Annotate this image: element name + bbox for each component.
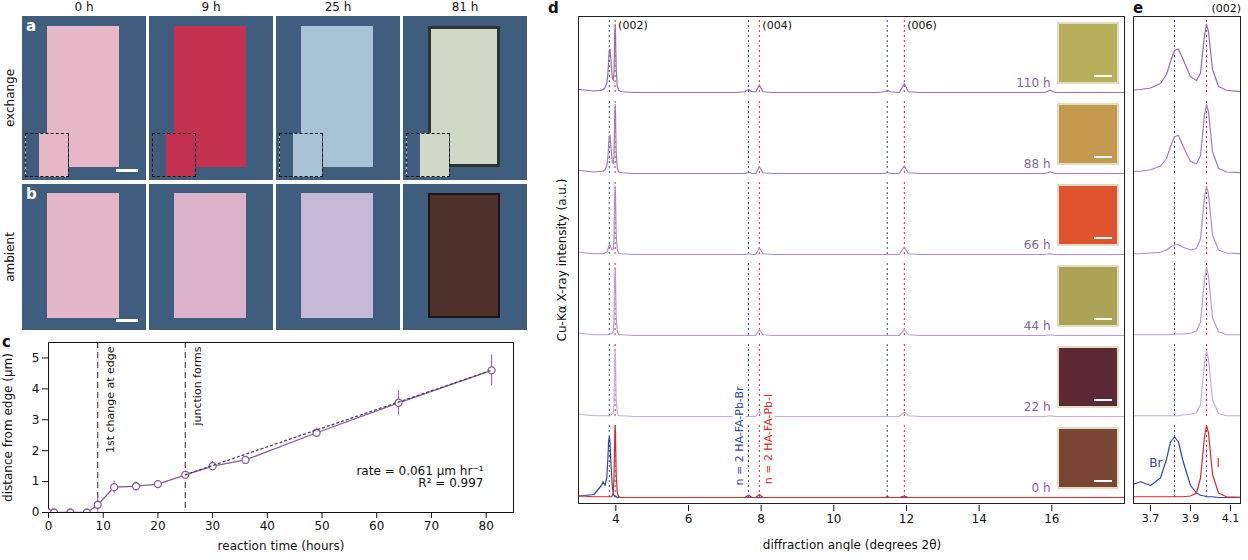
html-text:a: a (26, 17, 37, 35)
svg-text:16: 16 (1044, 512, 1059, 526)
html-text:(002): (002) (1211, 2, 1241, 15)
html-text:9 h: 9 h (201, 0, 221, 14)
svg-text:10: 10 (96, 519, 111, 533)
html-text:c: c (2, 333, 11, 351)
svg-text:rate = 0.061 µm hr⁻¹R² = 0.997: rate = 0.061 µm hr⁻¹R² = 0.997 (356, 464, 483, 490)
html-text:d: d (548, 0, 559, 17)
svg-text:70: 70 (424, 519, 439, 533)
svg-text:5: 5 (32, 351, 40, 365)
svg-text:4.1: 4.1 (1222, 512, 1240, 525)
html-text:Cu-Kα X-ray intensity (a.u.): Cu-Kα X-ray intensity (a.u.) (555, 178, 569, 342)
svg-text:80: 80 (479, 519, 494, 533)
svg-text:4: 4 (32, 382, 40, 396)
svg-text:I: I (1217, 456, 1221, 470)
svg-text:50: 50 (314, 519, 329, 533)
svg-text:40: 40 (260, 519, 275, 533)
svg-text:3: 3 (32, 413, 40, 427)
svg-text:3.7: 3.7 (1142, 512, 1160, 525)
svg-text:(004): (004) (762, 19, 792, 32)
svg-text:reaction time (hours): reaction time (hours) (218, 539, 345, 553)
svg-text:1: 1 (32, 474, 40, 488)
svg-text:3.9: 3.9 (1182, 512, 1200, 525)
svg-text:1st change at edge: 1st change at edge (104, 346, 117, 453)
svg-text:22 h: 22 h (1024, 400, 1051, 414)
svg-text:junction forms: junction forms (191, 346, 204, 426)
svg-text:12: 12 (899, 512, 914, 526)
svg-text:4: 4 (612, 512, 620, 526)
html-text:81 h: 81 h (451, 0, 479, 14)
svg-text:(006): (006) (907, 19, 937, 32)
svg-text:60: 60 (369, 519, 384, 533)
svg-text:6: 6 (685, 512, 693, 526)
svg-text:0 h: 0 h (1031, 481, 1050, 495)
svg-text:110 h: 110 h (1016, 76, 1050, 90)
svg-text:66 h: 66 h (1024, 238, 1051, 252)
svg-text:20: 20 (150, 519, 165, 533)
svg-text:14: 14 (972, 512, 987, 526)
svg-text:30: 30 (205, 519, 220, 533)
html-text:0 h: 0 h (74, 0, 94, 14)
svg-text:0: 0 (45, 519, 53, 533)
svg-text:Br: Br (1149, 456, 1162, 470)
svg-text:10: 10 (826, 512, 841, 526)
html-text:n = 2 HA-FA-Pb-Br: n = 2 HA-FA-Pb-Br (732, 386, 746, 486)
svg-text:diffraction angle (degrees 2θ): diffraction angle (degrees 2θ) (763, 538, 941, 552)
html-text:n = 2 HA-FA-Pb-I: n = 2 HA-FA-Pb-I (761, 394, 775, 485)
svg-text:distance from edge (µm): distance from edge (µm) (1, 353, 15, 502)
svg-text:8: 8 (757, 512, 765, 526)
html-text:25 h: 25 h (324, 0, 352, 14)
svg-text:0: 0 (32, 505, 40, 519)
svg-text:2: 2 (32, 444, 40, 458)
html-text:e: e (1133, 0, 1144, 17)
svg-text:44 h: 44 h (1024, 319, 1051, 333)
html-text:b: b (26, 185, 37, 203)
html-text:ambient: ambient (3, 232, 17, 282)
svg-text:(002): (002) (618, 19, 648, 32)
html-text:exchange: exchange (3, 68, 17, 128)
svg-text:88 h: 88 h (1024, 157, 1051, 171)
